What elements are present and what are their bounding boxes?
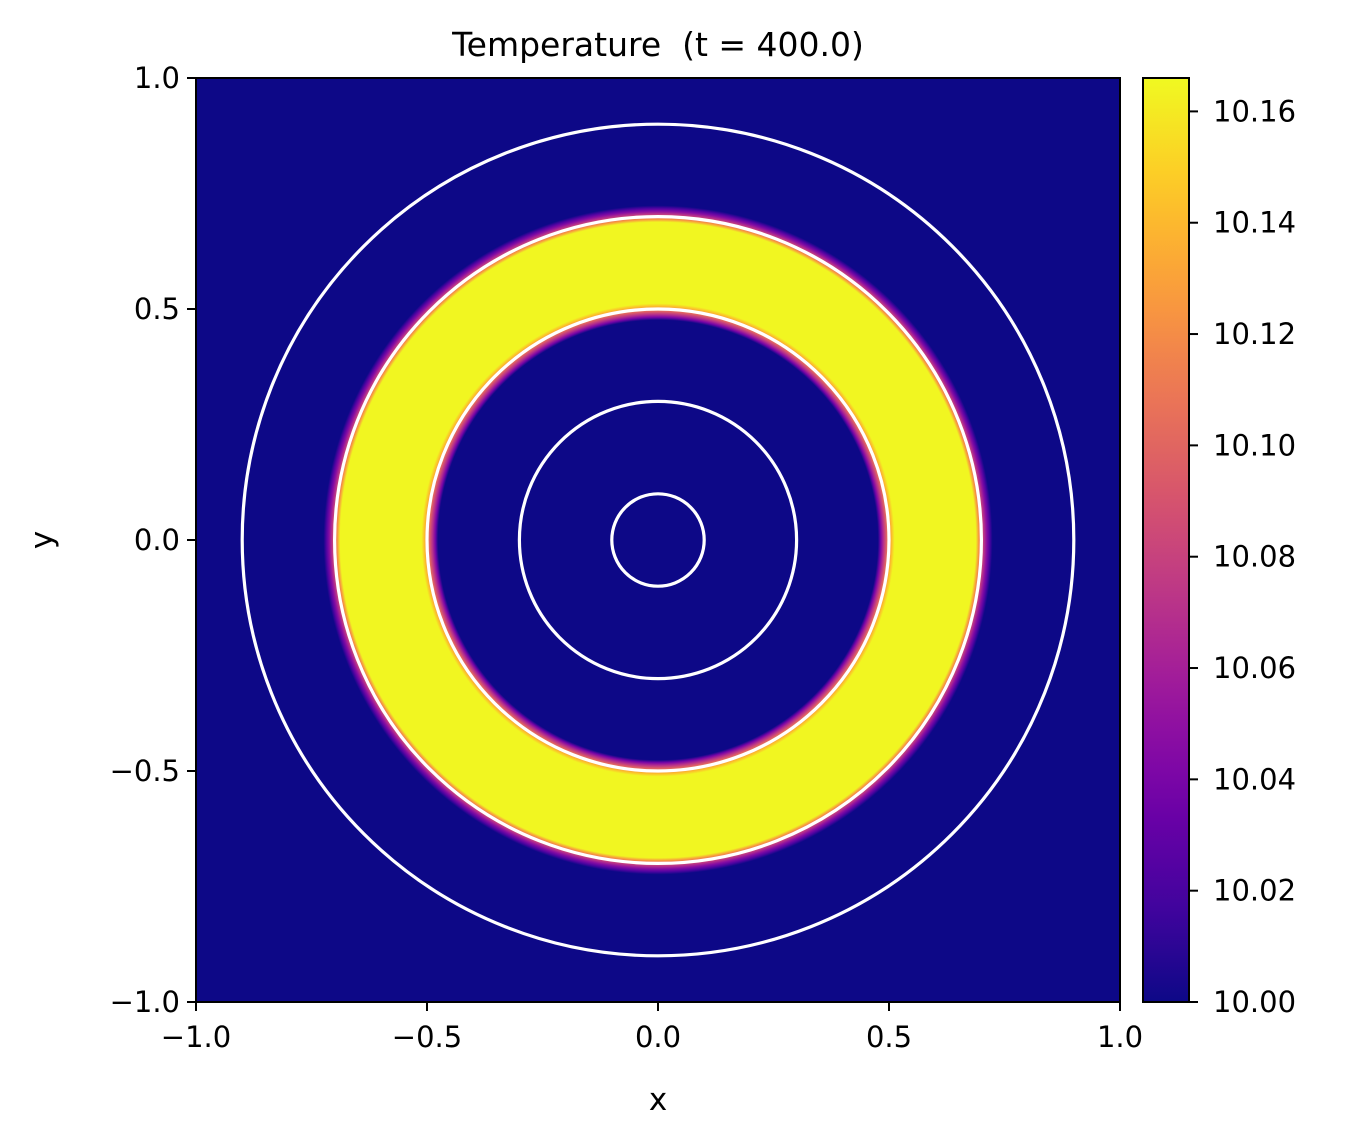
colorbar-tick-label: 10.10 xyxy=(1213,428,1296,462)
contour-circles xyxy=(240,122,1076,958)
colorbar-tick-label: 10.02 xyxy=(1213,874,1296,908)
heatmap-field xyxy=(196,78,1120,1002)
colorbar-tick-label: 10.06 xyxy=(1213,651,1296,685)
chart-title: Temperature (t = 400.0) xyxy=(451,25,864,64)
colorbar-tick-label: 10.00 xyxy=(1213,985,1296,1019)
contour-circle xyxy=(610,492,706,588)
x-axis-label: x xyxy=(649,1082,667,1118)
y-axis-label: y xyxy=(24,531,60,549)
x-axis: −1.0 −0.5 0.0 0.5 1.0 xyxy=(161,1002,1143,1054)
y-tick-label: 0.0 xyxy=(134,523,180,557)
contour-circle xyxy=(425,307,891,773)
colorbar-tick-label: 10.14 xyxy=(1213,206,1296,240)
contour-circle xyxy=(333,215,983,865)
y-axis: 1.0 0.5 0.0 −0.5 −1.0 xyxy=(110,61,196,1019)
plot-area xyxy=(195,77,1121,1003)
contour-circle xyxy=(240,122,1076,958)
x-tick-label: 0.0 xyxy=(635,1020,681,1054)
y-tick-label: −1.0 xyxy=(110,985,180,1019)
colorbar-frame xyxy=(1142,77,1190,1003)
x-tick-label: 1.0 xyxy=(1097,1020,1143,1054)
colorbar-tick-label: 10.04 xyxy=(1213,762,1296,796)
colorbar-tick-label: 10.16 xyxy=(1213,94,1296,128)
contour-circle xyxy=(517,399,799,681)
y-tick-label: 0.5 xyxy=(134,292,180,326)
y-tick-label: −0.5 xyxy=(110,754,180,788)
colorbar-gradient xyxy=(1143,78,1189,1002)
x-tick-label: −0.5 xyxy=(392,1020,462,1054)
colorbar-tick-label: 10.12 xyxy=(1213,317,1296,351)
colorbar-ticks: 10.00 10.02 10.04 10.06 10.08 10.10 10.12 10.14… xyxy=(1189,94,1296,1019)
x-tick-label: 0.5 xyxy=(866,1020,912,1054)
colorbar-tick-label: 10.08 xyxy=(1213,540,1296,574)
x-tick-label: −1.0 xyxy=(161,1020,231,1054)
y-tick-label: 1.0 xyxy=(134,61,180,95)
colorbar: 10.00 10.02 10.04 10.06 10.08 10.10 10.12 10.14… xyxy=(1142,77,1296,1019)
